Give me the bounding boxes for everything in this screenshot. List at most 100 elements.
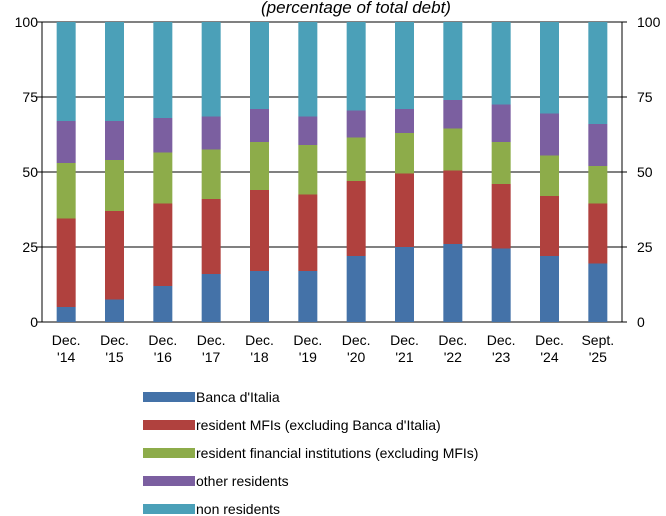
bar-segment	[491, 184, 511, 249]
x-tick-label: Dec.	[245, 332, 274, 348]
bar-segment	[250, 22, 269, 109]
bar-segment	[540, 113, 559, 156]
x-tick-label: '22	[444, 349, 462, 365]
x-tick-label: '24	[540, 349, 558, 365]
bar-segment	[298, 194, 318, 271]
bar-segment	[298, 22, 318, 117]
legend-label: other residents	[196, 473, 289, 489]
y-tick-label-left: 0	[30, 314, 38, 330]
legend-swatch	[143, 448, 195, 458]
bar-segment	[346, 110, 366, 138]
x-tick-label: '21	[395, 349, 413, 365]
y-tick-label-right: 50	[637, 164, 653, 180]
bar-segment	[250, 142, 269, 190]
y-tick-label-left: 100	[15, 14, 39, 30]
x-tick-label: Dec.	[148, 332, 177, 348]
x-tick-label: Dec.	[342, 332, 371, 348]
legend-label: non residents	[196, 501, 280, 516]
bar-segment	[540, 196, 559, 256]
y-tick-label-left: 75	[22, 89, 38, 105]
bar-segment	[56, 218, 76, 307]
bar-segment	[395, 133, 414, 174]
bar-segment	[201, 149, 221, 199]
x-tick-label: Dec.	[535, 332, 564, 348]
bar-segment	[443, 170, 463, 244]
x-tick-label: '18	[250, 349, 268, 365]
x-tick-label: Sept.	[581, 332, 614, 348]
bars	[56, 22, 608, 322]
x-tick-label: Dec.	[197, 332, 226, 348]
y-tick-label-right: 25	[637, 239, 653, 255]
x-tick-label: '19	[299, 349, 317, 365]
bar-segment	[491, 104, 511, 142]
bar-segment	[250, 271, 269, 322]
bar-segment	[395, 173, 414, 247]
bar-segment	[153, 152, 173, 204]
bar-segment	[395, 109, 414, 133]
chart-title: (percentage of total debt)	[261, 0, 451, 17]
legend-swatch	[143, 504, 195, 514]
bar-segment	[540, 155, 559, 196]
bar-segment	[153, 22, 173, 118]
bar-segment	[443, 22, 463, 100]
x-tick-label: '23	[492, 349, 510, 365]
legend-swatch	[143, 420, 195, 430]
bar-segment	[201, 199, 221, 274]
legend-swatch	[143, 476, 195, 486]
bar-segment	[588, 22, 608, 124]
x-tick-label: '15	[105, 349, 123, 365]
x-tick-label: Dec.	[390, 332, 419, 348]
bar-segment	[201, 22, 221, 117]
bar-segment	[588, 203, 608, 264]
y-tick-label-right: 75	[637, 89, 653, 105]
bar-segment	[346, 181, 366, 256]
x-tick-label: '17	[202, 349, 220, 365]
bar-segment	[346, 256, 366, 322]
bar-segment	[298, 116, 318, 145]
bar-segment	[250, 190, 269, 271]
bar-segment	[105, 211, 124, 300]
bar-segment	[588, 263, 608, 322]
bar-segment	[153, 286, 173, 322]
bar-segment	[56, 163, 76, 219]
bar-segment	[201, 116, 221, 150]
bar-segment	[105, 299, 124, 322]
x-tick-label: Dec.	[293, 332, 322, 348]
bar-segment	[443, 100, 463, 129]
x-tick-label: '16	[154, 349, 172, 365]
bar-segment	[588, 166, 608, 204]
x-tick-label: Dec.	[487, 332, 516, 348]
bar-segment	[540, 256, 559, 322]
legend-label: resident MFIs (excluding Banca d'Italia)	[196, 417, 441, 433]
bar-segment	[201, 274, 221, 322]
legend-label: Banca d'Italia	[196, 389, 280, 405]
bar-segment	[346, 22, 366, 111]
bar-segment	[105, 160, 124, 211]
bar-segment	[588, 124, 608, 166]
bar-segment	[491, 22, 511, 105]
bar-segment	[443, 244, 463, 322]
bar-segment	[346, 137, 366, 181]
x-tick-label: '20	[347, 349, 365, 365]
bar-segment	[395, 22, 414, 109]
x-tick-label: '14	[57, 349, 75, 365]
bar-segment	[443, 128, 463, 171]
y-tick-label-right: 100	[637, 14, 661, 30]
gridlines	[42, 21, 622, 323]
x-tick-label: Dec.	[100, 332, 129, 348]
bar-segment	[105, 22, 124, 121]
y-tick-label-right: 0	[637, 314, 645, 330]
legend-label: resident financial institutions (excludi…	[196, 445, 478, 461]
bar-segment	[105, 121, 124, 160]
bar-segment	[298, 271, 318, 322]
legend: Banca d'Italia resident MFIs (excluding B…	[143, 389, 478, 516]
bar-segment	[56, 307, 76, 322]
bar-segment	[491, 248, 511, 322]
bar-segment	[298, 145, 318, 195]
bar-segment	[250, 109, 269, 142]
x-tick-label: Dec.	[52, 332, 81, 348]
bar-segment	[56, 22, 76, 121]
bar-segment	[540, 22, 559, 114]
